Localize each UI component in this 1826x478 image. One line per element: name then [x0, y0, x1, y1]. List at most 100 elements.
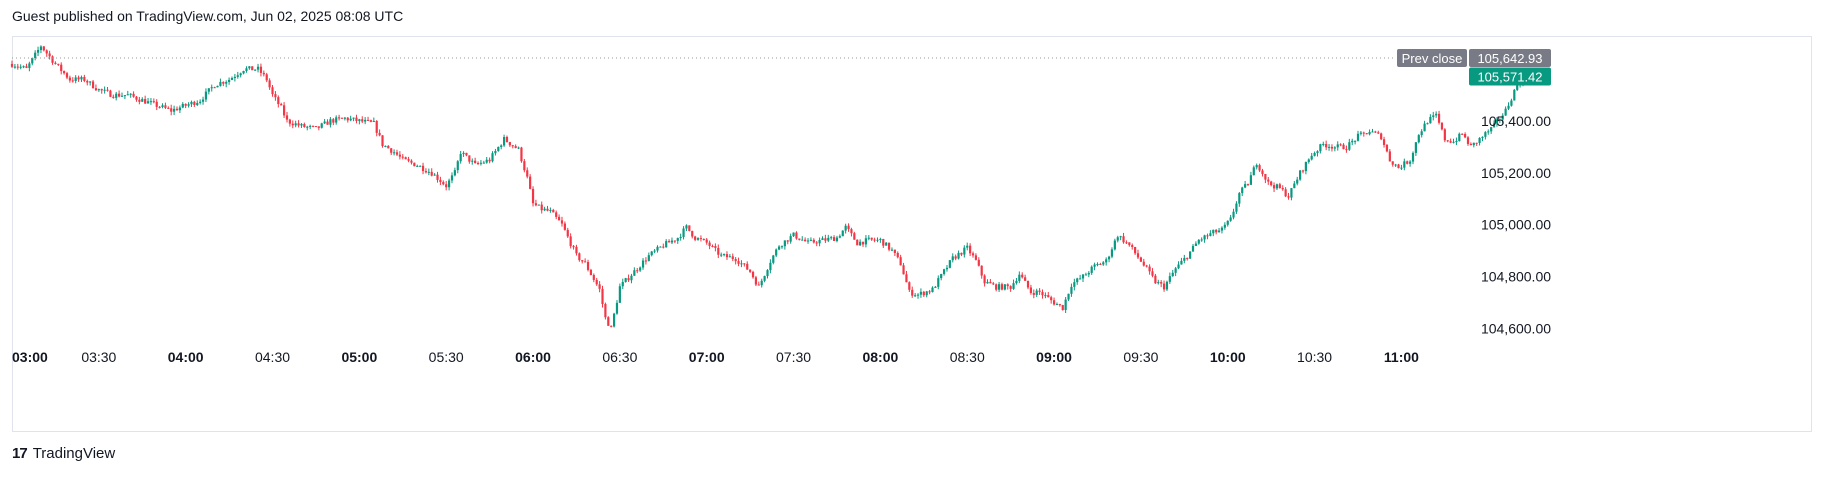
candle-body [1142, 261, 1145, 266]
candle-body [1107, 256, 1111, 260]
candle-body [1345, 149, 1348, 151]
candle-body [624, 278, 627, 282]
prev-close-label: Prev close [1402, 51, 1463, 66]
candle-body [83, 76, 86, 81]
candle-body [940, 274, 943, 279]
x-tick-label: 03:30 [81, 349, 116, 365]
x-tick-label: 08:30 [950, 349, 985, 365]
candle-body [1029, 287, 1033, 293]
candle-body [1356, 133, 1360, 141]
candle-body [239, 73, 242, 76]
candle-body [1148, 266, 1151, 272]
candle-body [54, 62, 57, 64]
candle-body [928, 291, 931, 293]
candle-body [1261, 170, 1264, 174]
candle-body [118, 93, 121, 97]
candle-body [934, 286, 937, 288]
candle-body [853, 233, 856, 240]
candle-body [421, 165, 425, 172]
candle-body [1301, 170, 1305, 172]
candle-body [352, 117, 355, 119]
candle-body [867, 237, 870, 239]
candle-body [474, 160, 477, 163]
x-tick-label: 05:00 [341, 349, 377, 365]
candle-body [830, 237, 833, 239]
candle-body [1125, 242, 1128, 244]
candle-body [282, 105, 286, 116]
x-tick-label: 08:00 [862, 349, 898, 365]
candle-body [911, 289, 914, 296]
candle-body [366, 119, 370, 121]
candle-body [349, 118, 352, 121]
candle-body [398, 154, 401, 157]
candle-body [694, 236, 697, 240]
candle-body [1469, 143, 1472, 146]
time-axis: 03:00 03:30 04:00 04:30 05:00 05:30 06:00 06:30… [12, 349, 1419, 365]
candle-body [832, 237, 836, 241]
candle-body [870, 237, 873, 240]
candle-body [1197, 239, 1200, 244]
candle-body [885, 242, 888, 246]
candle-body [1131, 245, 1134, 248]
candle-body [795, 232, 798, 239]
candle-body [1330, 146, 1334, 149]
candle-body [144, 99, 147, 104]
candle-body [343, 117, 346, 119]
candle-body [572, 246, 575, 248]
candle-body [1055, 304, 1059, 306]
candle-body [728, 256, 731, 258]
candle-body [158, 106, 161, 108]
candle-body [126, 94, 129, 96]
candle-body [1409, 161, 1412, 164]
candle-body [1018, 274, 1021, 281]
candle-body [1281, 187, 1284, 190]
x-tick-label: 06:00 [515, 349, 551, 365]
candle-body [1327, 146, 1331, 148]
candle-body [436, 174, 439, 180]
tradingview-footer[interactable]: 17 TradingView [12, 445, 115, 462]
candle-body [1067, 293, 1070, 300]
candle-body [864, 238, 868, 245]
candle-body [303, 124, 306, 128]
candle-body [1411, 152, 1415, 162]
candle-body [1426, 123, 1429, 125]
candle-body [1296, 179, 1299, 184]
candle-body [297, 123, 300, 126]
candle-body [1041, 291, 1044, 296]
candle-body [630, 275, 633, 281]
candle-body [1215, 229, 1218, 233]
candle-body [190, 101, 193, 105]
candle-body [439, 179, 442, 183]
candle-body [806, 240, 810, 242]
candle-body [905, 274, 908, 283]
candle-body [1165, 281, 1169, 290]
candle-body [653, 250, 656, 252]
candle-body [1275, 184, 1279, 189]
candle-body [665, 241, 668, 248]
candle-body [48, 53, 51, 57]
candle-body [555, 212, 558, 217]
candle-body [1180, 260, 1183, 265]
candle-body [922, 291, 925, 296]
candle-body [589, 269, 593, 276]
candle-body [1116, 237, 1119, 241]
candle-body [193, 101, 196, 106]
candle-body [876, 239, 879, 241]
candle-body [763, 276, 766, 281]
candle-body [1382, 139, 1386, 145]
candle-body [227, 79, 231, 82]
candle-body [355, 117, 358, 121]
candle-body [1466, 137, 1470, 144]
candle-body [236, 75, 239, 77]
candle-body [1498, 119, 1501, 121]
candlestick-chart[interactable]: 03:00 03:30 04:00 04:30 05:00 05:30 06:00 06:30… [0, 0, 1826, 440]
candle-body [1032, 292, 1035, 295]
candle-body [1009, 286, 1012, 289]
candle-body [187, 104, 190, 106]
candle-body [615, 302, 619, 314]
candle-body [942, 269, 946, 275]
candle-body [1058, 304, 1061, 306]
candle-body [277, 97, 280, 105]
x-tick-label: 09:30 [1123, 349, 1158, 365]
candle-body [517, 147, 520, 149]
